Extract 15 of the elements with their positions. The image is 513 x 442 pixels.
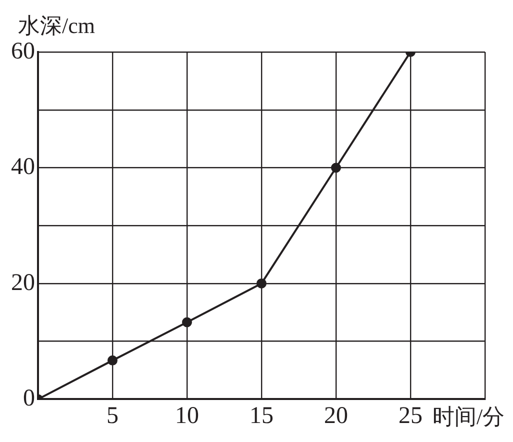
y-axis-title: 水深/cm <box>18 12 95 38</box>
point <box>256 278 266 288</box>
y-tick-label: 20 <box>11 270 35 296</box>
y-tick-label: 60 <box>11 38 35 64</box>
x-tick-label: 20 <box>324 402 348 429</box>
y-tick-label: 40 <box>11 154 35 180</box>
y-tick-label: 0 <box>23 385 35 412</box>
point <box>331 162 341 173</box>
point <box>182 317 192 328</box>
x-tick-label: 5 <box>106 402 118 429</box>
x-axis-title: 时间/分 <box>432 404 505 429</box>
x-tick-label: 10 <box>175 402 199 429</box>
point <box>108 355 118 366</box>
x-tick-label: 25 <box>398 402 422 429</box>
x-tick-label: 15 <box>250 402 274 429</box>
